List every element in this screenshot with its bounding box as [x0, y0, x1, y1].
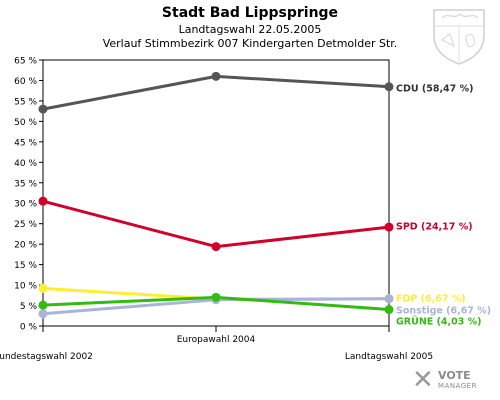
data-point-spd — [211, 242, 221, 252]
y-tick-label: 55 % — [14, 97, 37, 107]
data-point-spd — [38, 196, 48, 206]
series-end-label-fdp: FDP (6,67 %) — [396, 294, 466, 305]
logo-subname: MANAGER — [438, 382, 477, 390]
series-end-label-sonstige: Sonstige (6,67 %) — [396, 306, 491, 317]
data-point-spd — [384, 222, 394, 232]
y-tick-label: 0 % — [20, 323, 38, 333]
logo-name: VOTE — [438, 369, 471, 382]
y-tick-label: 10 % — [14, 282, 37, 292]
series-end-label-grüne: GRÜNE (4,03 %) — [396, 317, 482, 328]
data-point-cdu — [384, 82, 394, 92]
chart-subtitle-election: Landtagswahl 22.05.2005 — [178, 23, 322, 36]
y-tick-label: 60 % — [14, 77, 37, 87]
y-tick-label: 45 % — [14, 138, 37, 148]
y-tick-label: 65 % — [14, 57, 37, 67]
data-point-grüne — [38, 300, 48, 310]
data-point-cdu — [38, 104, 48, 114]
chart-title: Stadt Bad Lippspringe — [161, 5, 339, 21]
y-tick-label: 40 % — [14, 159, 37, 169]
y-tick-label: 20 % — [14, 241, 37, 251]
votemanager-logo: ✕ VOTE MANAGER — [412, 366, 492, 394]
y-tick-label: 25 % — [14, 220, 37, 230]
data-point-sonstige — [384, 294, 394, 304]
data-point-grüne — [384, 305, 394, 315]
data-point-grüne — [211, 292, 221, 302]
series-line-cdu — [42, 74, 390, 111]
series-end-label-cdu: CDU (58,47 %) — [396, 84, 473, 95]
logo-x-icon: ✕ — [412, 365, 434, 395]
y-tick-label: 30 % — [14, 200, 37, 210]
y-tick-label: 35 % — [14, 179, 37, 189]
x-tick-label: Europawahl 2004 — [177, 335, 256, 345]
y-tick-label: 50 % — [14, 118, 37, 128]
data-point-fdp — [38, 283, 48, 293]
chart-subtitle-district: Verlauf Stimmbezirk 007 Kindergarten Det… — [102, 37, 398, 50]
y-tick-label: 5 % — [20, 302, 38, 312]
series-end-label-spd: SPD (24,17 %) — [396, 222, 473, 233]
data-point-sonstige — [38, 309, 48, 319]
coat-of-arms-icon — [433, 9, 485, 65]
x-tick-label: Landtagswahl 2005 — [345, 352, 433, 362]
y-tick-label: 15 % — [14, 261, 37, 271]
series-line-spd — [42, 199, 390, 249]
data-point-cdu — [211, 71, 221, 81]
x-tick-label: Bundestagswahl 2002 — [0, 352, 93, 362]
